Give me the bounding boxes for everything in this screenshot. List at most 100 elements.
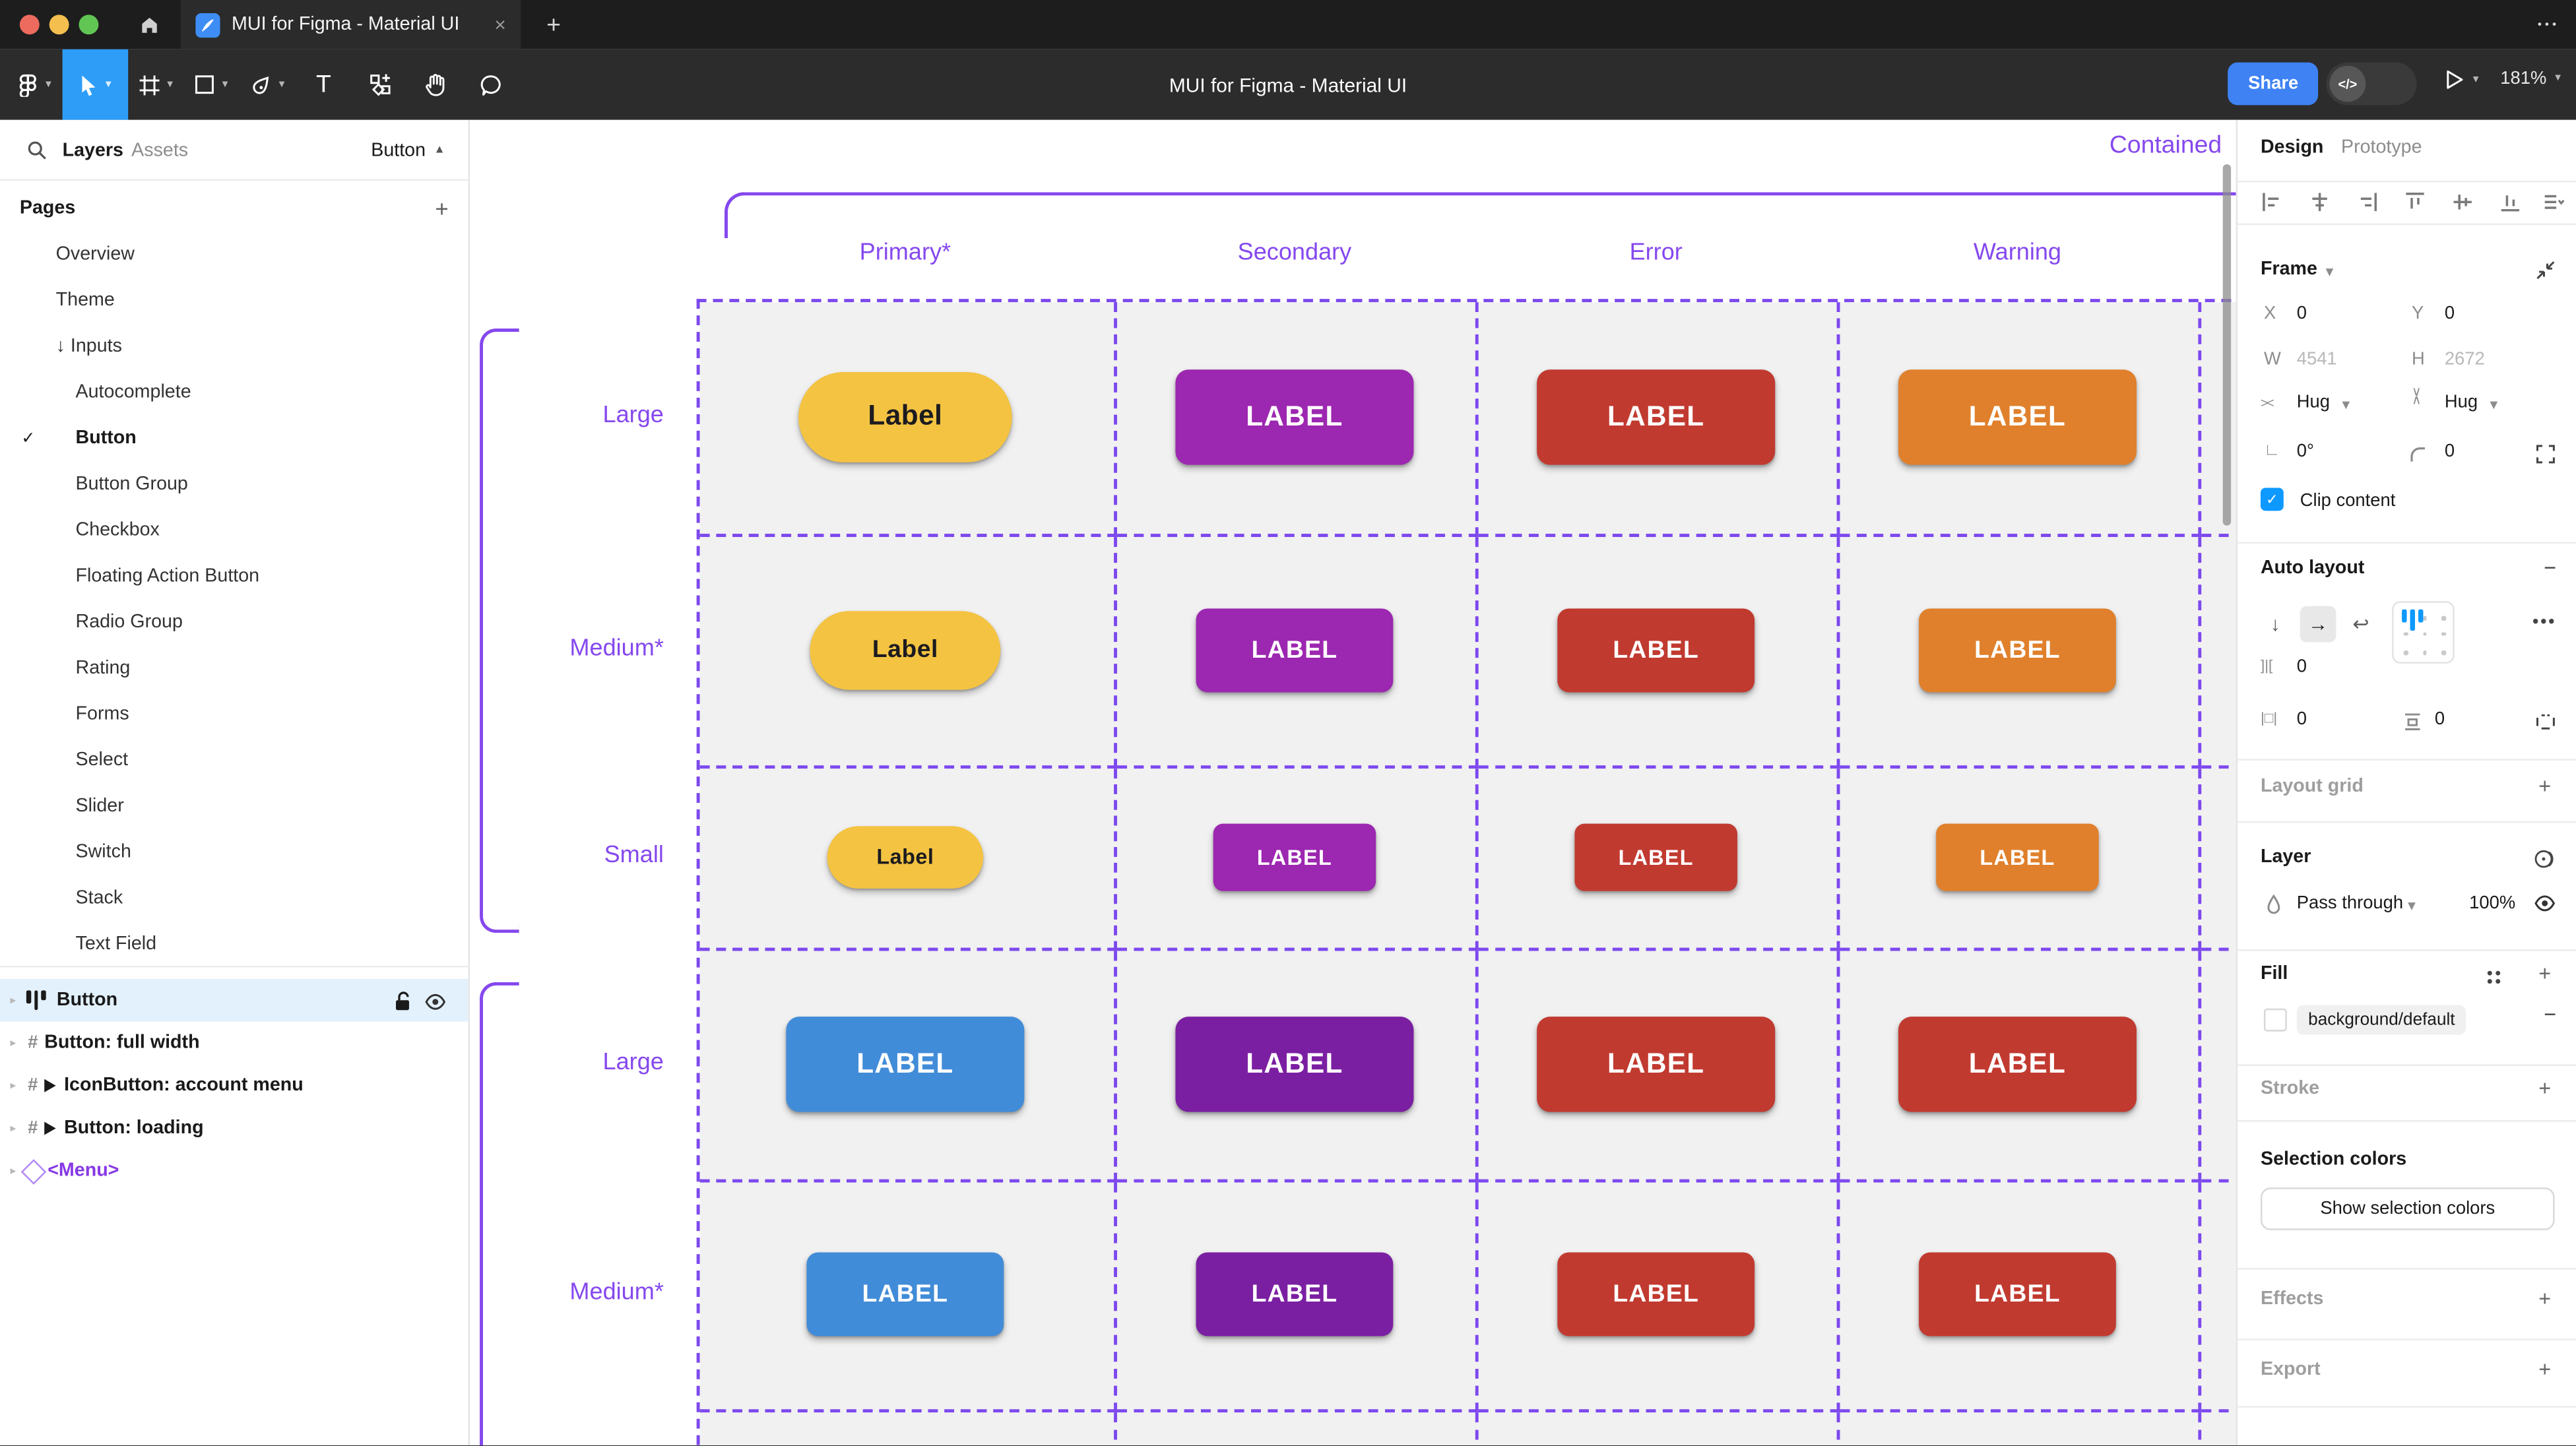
layer-row-button-full-width[interactable]: ▸ # Button: full width — [0, 1022, 468, 1065]
sidebar-page-rating[interactable]: Rating — [0, 645, 468, 691]
add-effect-button[interactable]: + — [2538, 1286, 2552, 1311]
titlebar-more-icon[interactable]: ••• — [2537, 18, 2560, 31]
canvas-button-purple-lg[interactable]: LABEL — [1175, 368, 1414, 464]
close-window-button[interactable] — [19, 15, 40, 35]
add-fill-button[interactable]: + — [2538, 960, 2552, 986]
canvas-button-red-sm[interactable]: LABEL — [1574, 823, 1737, 891]
column-header-primary[interactable]: Primary* — [859, 239, 951, 267]
canvas-button-red-lg[interactable]: LABEL — [1898, 1015, 2137, 1112]
caret-right-icon[interactable]: ▸ — [10, 995, 16, 1007]
canvas-button-purple-md[interactable]: LABEL — [1196, 608, 1394, 692]
resources-tool-button[interactable] — [352, 49, 408, 120]
frame-name-label[interactable]: Contained — [2109, 131, 2222, 160]
canvas-button-yellow-md[interactable]: Label — [810, 610, 1001, 689]
align-vertical-center-icon[interactable] — [2451, 191, 2474, 214]
sidebar-page-forms[interactable]: Forms — [0, 691, 468, 738]
canvas-button-red-md[interactable]: LABEL — [1557, 1252, 1755, 1336]
column-header-secondary[interactable]: Secondary — [1237, 239, 1352, 267]
frame-section-title[interactable]: Frame — [2260, 259, 2317, 280]
canvas[interactable]: Contained Primary* Secondary Error Warning … — [470, 119, 2236, 1446]
fill-token-chip[interactable]: background/default — [2296, 1005, 2467, 1035]
row-label-large[interactable]: Large — [602, 401, 664, 428]
sidebar-page-slider[interactable]: Slider — [0, 784, 468, 830]
tab-layers[interactable]: Layers — [62, 140, 123, 160]
home-button[interactable] — [118, 0, 181, 49]
show-selection-colors-button[interactable]: Show selection colors — [2260, 1187, 2555, 1230]
zoom-menu-button[interactable]: 181% ▼ — [2500, 69, 2563, 89]
eye-icon[interactable] — [424, 992, 447, 1012]
auto-layout-alignment-box[interactable] — [2392, 601, 2455, 664]
canvas-button-red-lg[interactable]: LABEL — [1537, 368, 1776, 464]
add-layout-grid-button[interactable]: + — [2538, 773, 2552, 799]
canvas-button-red-lg[interactable]: LABEL — [1537, 1015, 1776, 1112]
distribute-icon[interactable] — [2542, 191, 2565, 214]
sidebar-page-stack[interactable]: Stack — [0, 875, 468, 922]
canvas-button-deep_purple-lg[interactable]: LABEL — [1175, 1015, 1414, 1112]
add-page-button[interactable]: + — [435, 195, 449, 222]
document-tab[interactable]: MUI for Figma - Material UI × — [180, 0, 521, 49]
align-horizontal-center-icon[interactable] — [2308, 191, 2331, 214]
page-scope-dropdown[interactable]: Button ▲ — [371, 120, 445, 181]
main-menu-button[interactable]: ▼ — [7, 49, 63, 120]
clip-content-checkbox[interactable]: ✓ — [2260, 487, 2284, 511]
auto-layout-more-icon[interactable]: ••• — [2532, 612, 2557, 633]
blend-mode-icon[interactable] — [2533, 848, 2556, 871]
vertical-padding-value[interactable]: 0 — [2434, 709, 2445, 730]
frame-tool-button[interactable]: ▼ — [128, 49, 184, 120]
eye-icon[interactable] — [2533, 893, 2556, 913]
layer-opacity-value[interactable]: 100% — [2469, 893, 2516, 914]
hug-vertical-value[interactable]: Hug — [2444, 393, 2478, 412]
direction-horizontal-button[interactable]: → — [2300, 606, 2336, 643]
blend-mode-value[interactable]: Pass through — [2296, 893, 2404, 914]
canvas-button-orange-lg[interactable]: LABEL — [1898, 368, 2137, 464]
sidebar-page-button-group[interactable]: Button Group — [0, 462, 468, 508]
row-label-large[interactable]: Large — [602, 1048, 664, 1075]
canvas-button-blue-md[interactable]: LABEL — [806, 1252, 1004, 1336]
styles-icon[interactable] — [2484, 967, 2504, 987]
share-button[interactable]: Share — [2228, 62, 2319, 106]
sidebar-page-radio-group[interactable]: Radio Group — [0, 600, 468, 646]
dev-mode-toggle[interactable]: </> — [2326, 62, 2417, 106]
comment-tool-button[interactable] — [463, 49, 519, 120]
row-label-small[interactable]: Small — [604, 842, 664, 868]
row-label-medium[interactable]: Medium* — [569, 635, 664, 662]
align-left-icon[interactable] — [2261, 191, 2284, 214]
canvas-button-deep_purple-md[interactable]: LABEL — [1196, 1252, 1394, 1336]
caret-right-icon[interactable]: ▸ — [10, 1038, 16, 1050]
canvas-button-orange-sm[interactable]: LABEL — [1936, 823, 2099, 891]
x-value[interactable]: 0 — [2296, 303, 2307, 324]
tab-design[interactable]: Design — [2260, 138, 2324, 158]
horizontal-padding-value[interactable]: 0 — [2296, 709, 2307, 730]
sidebar-page-select[interactable]: Select — [0, 738, 468, 784]
hand-tool-button[interactable] — [407, 49, 463, 120]
new-tab-button[interactable]: + — [546, 11, 561, 39]
move-tool-button[interactable]: ▼ — [62, 49, 129, 120]
tab-assets[interactable]: Assets — [131, 140, 189, 160]
fill-color-swatch[interactable] — [2263, 1008, 2287, 1032]
corner-radius-value[interactable]: 0 — [2444, 441, 2455, 462]
canvas-button-red-md[interactable]: LABEL — [1557, 608, 1755, 692]
direction-wrap-button[interactable]: ↩ — [2352, 612, 2369, 636]
shape-tool-button[interactable]: ▼ — [184, 49, 240, 120]
remove-fill-button[interactable]: − — [2544, 1001, 2557, 1027]
canvas-button-purple-sm[interactable]: LABEL — [1213, 823, 1376, 891]
gap-value[interactable]: 0 — [2296, 656, 2307, 677]
canvas-button-blue-lg[interactable]: LABEL — [786, 1015, 1025, 1112]
column-header-warning[interactable]: Warning — [1973, 239, 2062, 267]
align-right-icon[interactable] — [2356, 191, 2379, 214]
chevron-down-icon[interactable]: ▼ — [2323, 264, 2336, 280]
canvas-button-yellow-sm[interactable]: Label — [827, 825, 984, 888]
align-bottom-icon[interactable] — [2499, 191, 2522, 214]
sidebar-page-overview[interactable]: Overview — [0, 232, 468, 278]
hug-horizontal-value[interactable]: Hug — [2296, 393, 2331, 412]
layer-row--menu-[interactable]: ▸ <Menu> — [0, 1150, 468, 1193]
add-export-button[interactable]: + — [2538, 1356, 2552, 1381]
collapse-icon[interactable] — [2535, 259, 2556, 280]
w-value[interactable]: 4541 — [2296, 350, 2337, 370]
tab-close-icon[interactable]: × — [494, 13, 506, 36]
independent-padding-icon[interactable] — [2535, 711, 2556, 732]
rotation-value[interactable]: 0° — [2296, 441, 2314, 462]
lock-open-icon[interactable] — [395, 990, 412, 1011]
sidebar-page-autocomplete[interactable]: Autocomplete — [0, 369, 468, 416]
independent-corners-icon[interactable] — [2535, 443, 2556, 464]
